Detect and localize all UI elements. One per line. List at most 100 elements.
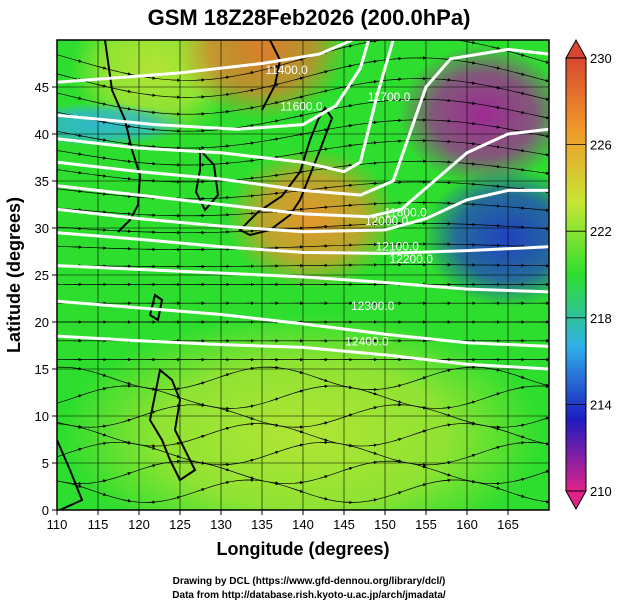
stream-arrow (97, 192, 107, 196)
contour-12300.0 (57, 299, 549, 348)
stream-arrow (393, 384, 402, 388)
stream-arrow (147, 161, 156, 166)
y-tick-label: 25 (35, 268, 49, 283)
x-tick-label: 140 (292, 517, 314, 532)
stream-arrow (122, 212, 132, 216)
stream-arrow (97, 210, 107, 214)
stream-arrow (319, 378, 329, 383)
stream-arrow (442, 98, 452, 103)
stream-arrow (245, 176, 255, 181)
stream-arrow (442, 405, 452, 410)
stream-arrow (516, 477, 525, 482)
stream-arrow (417, 429, 427, 434)
y-axis: 0 5 10 15 20 25 30 35 40 45 (35, 80, 57, 518)
y-axis-title: Latitude (degrees) (4, 197, 24, 353)
stream-arrow (540, 416, 549, 421)
stream-arrow (220, 467, 230, 472)
x-tick-label: 145 (333, 517, 355, 532)
stream-arrow (294, 114, 304, 118)
contour-label: 12400.0 (345, 335, 389, 349)
stream-arrow (245, 416, 255, 420)
stream-arrow (245, 88, 255, 93)
stream-arrow (245, 123, 255, 128)
stream-arrow (491, 105, 501, 110)
stream-arrow (368, 406, 378, 410)
stream-arrow (97, 138, 107, 142)
stream-arrow (516, 72, 525, 76)
stream-arrow (245, 404, 255, 408)
stream-arrow (147, 387, 156, 391)
stream-arrow (270, 191, 279, 196)
stream-arrow (220, 161, 230, 166)
colorbar: 230 226 222 218 214 210 (565, 38, 612, 511)
stream-arrow (442, 412, 452, 417)
stream-arrow (294, 76, 304, 81)
stream-arrow (319, 224, 329, 229)
stream-arrow (466, 453, 476, 458)
stream-arrow (73, 170, 83, 175)
stream-arrow (466, 40, 476, 45)
stream-arrow (417, 464, 427, 469)
stream-arrow (122, 177, 132, 181)
y-tick-label: 45 (35, 80, 49, 95)
stream-arrow (491, 392, 501, 397)
stream-arrow (442, 423, 452, 427)
stream-arrow (294, 389, 304, 394)
x-tick-label: 135 (251, 517, 273, 532)
stream-arrow (122, 142, 132, 146)
y-tick-label: 35 (35, 174, 49, 189)
stream-arrow (466, 101, 476, 105)
stream-arrow (270, 423, 279, 427)
coastline-japan (238, 106, 334, 237)
stream-arrow (294, 443, 304, 447)
stream-arrow (220, 408, 230, 412)
stream-arrow (97, 432, 107, 437)
contour-label: 12200.0 (390, 252, 434, 266)
credit-line-1: Drawing by DCL (https://www.gfd-dennou.o… (173, 576, 446, 587)
stream-arrow (417, 483, 427, 487)
stream-arrow (319, 475, 329, 479)
stream-arrow (540, 208, 549, 212)
stream-arrow (466, 141, 476, 146)
stream-arrow (97, 387, 107, 391)
stream-arrow (122, 72, 132, 76)
stream-arrow (245, 141, 255, 145)
stream-arrow (319, 384, 329, 389)
stream-arrow (319, 186, 329, 190)
coastline-kamchatka (261, 40, 282, 111)
stream-arrow (270, 119, 279, 123)
stream-arrow (393, 491, 402, 496)
stream-arrow (442, 478, 452, 483)
stream-arrow (73, 189, 83, 194)
stream-arrow (343, 64, 353, 68)
stream-arrow (245, 458, 255, 463)
stream-arrow (245, 366, 255, 371)
stream-arrow (491, 368, 501, 372)
stream-arrow (270, 101, 279, 105)
stream-arrow (196, 488, 206, 492)
stream-arrow (294, 488, 304, 493)
stream-arrow (442, 119, 452, 123)
credit-line-2: Data from http://database.rish.kyoto-u.a… (172, 590, 446, 601)
stream-arrow (368, 40, 378, 43)
stream-arrow (343, 466, 353, 471)
stream-arrow (294, 480, 304, 485)
colorbar-gradient (565, 57, 587, 492)
stream-arrow (122, 89, 132, 94)
stream-arrow (466, 81, 476, 85)
stream-arrow (171, 441, 181, 446)
x-tick-label: 110 (47, 517, 68, 532)
stream-arrow (319, 205, 329, 210)
stream-arrow (343, 143, 353, 148)
x-axis-title: Longitude (degrees) (216, 539, 389, 559)
stream-arrow (245, 422, 255, 426)
stream-arrow (122, 418, 132, 423)
stream-arrow (196, 381, 206, 386)
stream-arrow (540, 152, 549, 157)
colorbar-top-cap (565, 38, 587, 59)
stream-arrow (368, 443, 378, 447)
stream-arrow (270, 365, 279, 370)
stream-arrow (466, 479, 476, 484)
stream-arrow (270, 173, 279, 178)
